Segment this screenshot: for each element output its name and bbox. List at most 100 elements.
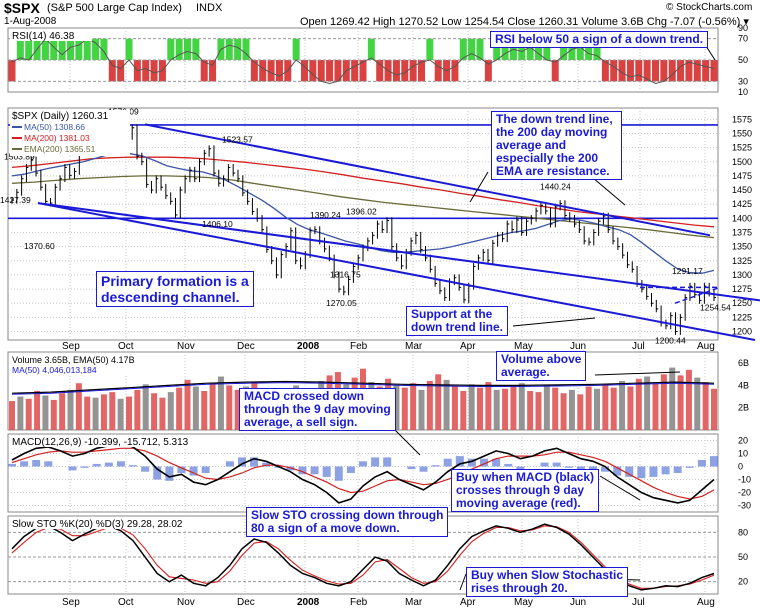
rsi-bear-block: [309, 60, 317, 82]
macd-histogram-bar: [322, 466, 331, 477]
volume-bar: [142, 384, 149, 430]
volume-bar: [167, 392, 174, 430]
rsi-legend-bg: [10, 30, 92, 41]
price-tick-label: 1575: [732, 114, 752, 124]
rsi-bull-block: [58, 38, 66, 60]
month-axis-label: Sep: [62, 341, 80, 352]
macd-histogram-bar: [237, 457, 246, 467]
macd-histogram-bar: [649, 466, 658, 477]
macd-histogram-bar: [68, 466, 77, 471]
volume-bar: [443, 379, 450, 430]
rsi-tick-label: 10: [738, 87, 748, 97]
macd-histogram-bar: [262, 462, 271, 467]
rsi-bear-block: [626, 60, 634, 82]
macd-histogram-bar: [407, 466, 416, 470]
volume-bar: [585, 386, 592, 430]
month-axis-label: May: [514, 597, 533, 608]
volume-bar: [685, 369, 692, 430]
rsi-tick-label: 30: [738, 76, 748, 86]
price-label: 1427.39: [0, 195, 31, 205]
rsi-bull-block: [225, 38, 233, 60]
macd-histogram-bar: [310, 466, 319, 475]
rsi-bear-block: [267, 60, 275, 82]
rsi-bull-block: [367, 38, 375, 60]
price-tick-label: 1475: [732, 171, 752, 181]
rsi-tick-label: 70: [738, 34, 748, 44]
macd-histogram-bar: [104, 462, 113, 467]
macd-histogram-bar: [334, 466, 343, 481]
macd-histogram-bar: [443, 458, 452, 467]
macd-histogram-bar: [44, 461, 53, 467]
month-axis-label: Nov: [177, 597, 195, 608]
rsi-bear-block: [418, 60, 425, 82]
month-axis-label: Oct: [118, 597, 134, 608]
rsi-bull-block: [125, 38, 133, 60]
macd-tick-label: -10: [738, 475, 751, 485]
chart-symbol: $SPX: [4, 0, 40, 16]
rsi-bear-block: [317, 60, 325, 82]
volume-bar: [435, 374, 442, 430]
price-label: 1396.02: [346, 207, 377, 217]
rsi-bull-block: [543, 38, 551, 60]
month-axis-label: May: [514, 341, 533, 352]
volume-bar: [560, 393, 567, 430]
annotation-pointer: [599, 475, 641, 501]
volume-tick-label: 4B: [738, 380, 749, 390]
volume-bar: [410, 383, 417, 430]
macd-histogram-bar: [480, 458, 489, 467]
price-tick-label: 1425: [732, 199, 752, 209]
rsi-bear-block: [301, 60, 308, 82]
rsi-bear-block: [108, 60, 116, 82]
volume-bar: [151, 393, 158, 430]
volume-bar: [184, 379, 191, 430]
price-legend-entry: MA(200) 1381.03: [24, 133, 90, 143]
volume-bar: [234, 389, 241, 430]
rsi-bear-block: [142, 60, 150, 82]
volume-bar: [694, 377, 701, 430]
macd-histogram-bar: [625, 466, 634, 477]
price-legend-entry: MA(50) 1308.66: [24, 122, 85, 132]
macd-histogram-bar: [20, 461, 29, 467]
rsi-bull-block: [167, 38, 175, 60]
price-label: 1254.54: [700, 303, 731, 313]
down-trend-line: [144, 123, 711, 237]
volume-bar: [84, 396, 91, 430]
month-axis-label: Mar: [405, 597, 423, 608]
volume-bar: [711, 388, 717, 430]
volume-bar: [602, 384, 609, 430]
rsi-bear-block: [484, 60, 492, 82]
volume-bar: [510, 386, 517, 430]
price-tick-label: 1375: [732, 227, 752, 237]
rsi-bull-block: [535, 38, 542, 60]
volume-bar: [635, 378, 642, 430]
rsi-bull-block: [518, 38, 526, 60]
price-tick-label: 1550: [732, 128, 752, 138]
rsi-bear-block: [351, 60, 359, 82]
price-tick-label: 1325: [732, 256, 752, 266]
price-legend-entry: EMA(200) 1365.51: [24, 144, 96, 154]
rsi-bear-block: [693, 60, 701, 82]
macd-tick-label: 10: [738, 449, 748, 459]
month-axis-label: Nov: [177, 341, 195, 352]
volume-bar: [485, 382, 492, 430]
volume-bar: [25, 398, 32, 430]
rsi-bull-block: [67, 38, 74, 60]
annotation-pointer: [512, 317, 596, 327]
rsi-bull-block: [501, 38, 509, 60]
price-tick-label: 1350: [732, 242, 752, 252]
volume-bar: [209, 383, 216, 430]
chart-date: 1-Aug-2008: [4, 16, 57, 27]
month-axis-label: Apr: [460, 341, 476, 352]
sto-d-line: [11, 525, 715, 589]
volume-bar: [652, 383, 659, 430]
price-label: 1291.17: [672, 266, 703, 276]
macd-histogram-bar: [141, 466, 150, 472]
quote-summary: Open 1269.42 High 1270.52 Low 1254.54 Cl…: [300, 16, 749, 28]
month-axis-label: Aug: [697, 597, 715, 608]
volume-bar: [50, 399, 57, 430]
rsi-bear-block: [618, 60, 626, 82]
macd-histogram-bar: [564, 466, 573, 468]
rsi-bull-block: [83, 38, 91, 60]
rsi-bull-block: [50, 38, 58, 60]
price-label: 1406.10: [202, 219, 233, 229]
